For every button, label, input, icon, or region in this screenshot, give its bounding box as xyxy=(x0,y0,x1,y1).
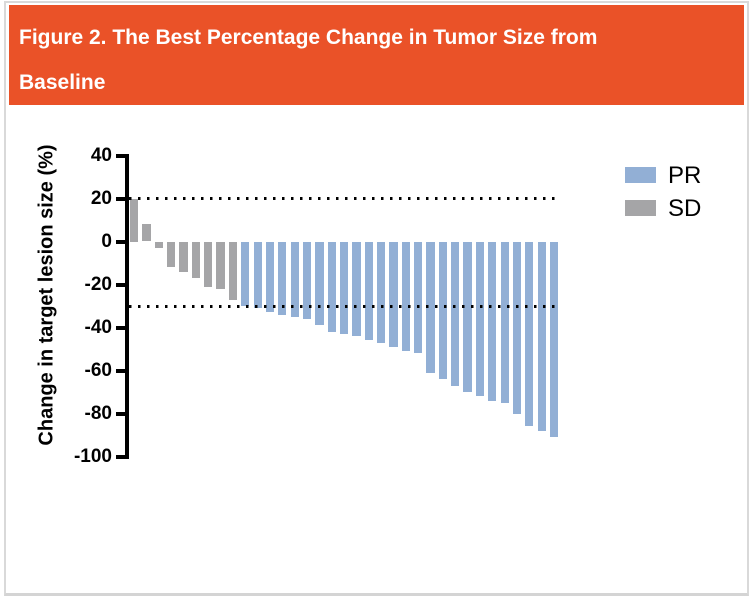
pr-bar xyxy=(389,241,398,347)
y-tick-label: 20 xyxy=(90,188,112,209)
y-axis-tick xyxy=(116,239,125,244)
upper-reference-line xyxy=(129,197,558,200)
y-axis-tick xyxy=(116,196,125,201)
y-axis-line xyxy=(125,153,129,459)
pr-bar xyxy=(352,241,361,337)
y-axis-tick xyxy=(116,282,125,287)
pr-bar xyxy=(463,241,472,392)
y-tick-label: -60 xyxy=(84,360,112,381)
legend-swatch-pr xyxy=(625,167,656,183)
sd-bar xyxy=(216,241,225,289)
figure-title-line2: Baseline xyxy=(19,71,106,94)
pr-bar xyxy=(290,241,299,317)
pr-bar xyxy=(315,241,324,326)
sd-bar xyxy=(154,241,163,248)
pr-bar xyxy=(241,241,250,306)
pr-bar xyxy=(451,241,460,386)
figure-title-banner: Figure 2. The Best Percentage Change in … xyxy=(9,5,744,105)
y-axis-tick xyxy=(116,411,125,416)
pr-bar xyxy=(401,241,410,352)
y-tick-label: -40 xyxy=(84,317,112,338)
sd-bar xyxy=(142,224,151,242)
y-tick-label: -80 xyxy=(84,403,112,424)
pr-bar xyxy=(327,241,336,332)
y-tick-label: 0 xyxy=(101,231,112,252)
sd-bar xyxy=(167,241,176,268)
y-axis-tick xyxy=(116,454,125,459)
pr-bar xyxy=(500,241,509,403)
y-tick-label: -100 xyxy=(73,446,112,467)
sd-bar xyxy=(228,241,238,300)
pr-bar xyxy=(265,241,275,313)
pr-bar xyxy=(488,241,497,401)
pr-bar xyxy=(549,241,559,438)
sd-bar xyxy=(191,241,201,279)
lower-reference-line xyxy=(129,304,558,308)
pr-bar xyxy=(377,241,386,343)
pr-bar xyxy=(414,241,423,354)
y-axis-tick xyxy=(116,325,125,330)
pr-bar xyxy=(302,241,312,319)
legend-swatch-sd xyxy=(625,200,656,216)
pr-bar xyxy=(339,241,349,334)
y-axis-tick xyxy=(116,368,125,373)
figure-title-line1: Figure 2. The Best Percentage Change in … xyxy=(19,26,598,49)
legend-label-pr: PR xyxy=(668,162,702,189)
pr-bar xyxy=(512,241,522,414)
pr-bar xyxy=(438,241,448,380)
pr-bar xyxy=(525,241,534,427)
pr-bar xyxy=(364,241,373,341)
pr-bar xyxy=(253,241,262,309)
sd-bar xyxy=(130,198,139,242)
pr-bar xyxy=(278,241,287,315)
legend-label-sd: SD xyxy=(668,195,702,222)
y-tick-label: -20 xyxy=(84,274,112,295)
pr-bar xyxy=(537,241,546,431)
y-axis-tick xyxy=(116,153,125,158)
sd-bar xyxy=(179,241,188,272)
y-tick-label: 40 xyxy=(90,145,112,166)
pr-bar xyxy=(475,241,485,397)
sd-bar xyxy=(204,241,213,287)
